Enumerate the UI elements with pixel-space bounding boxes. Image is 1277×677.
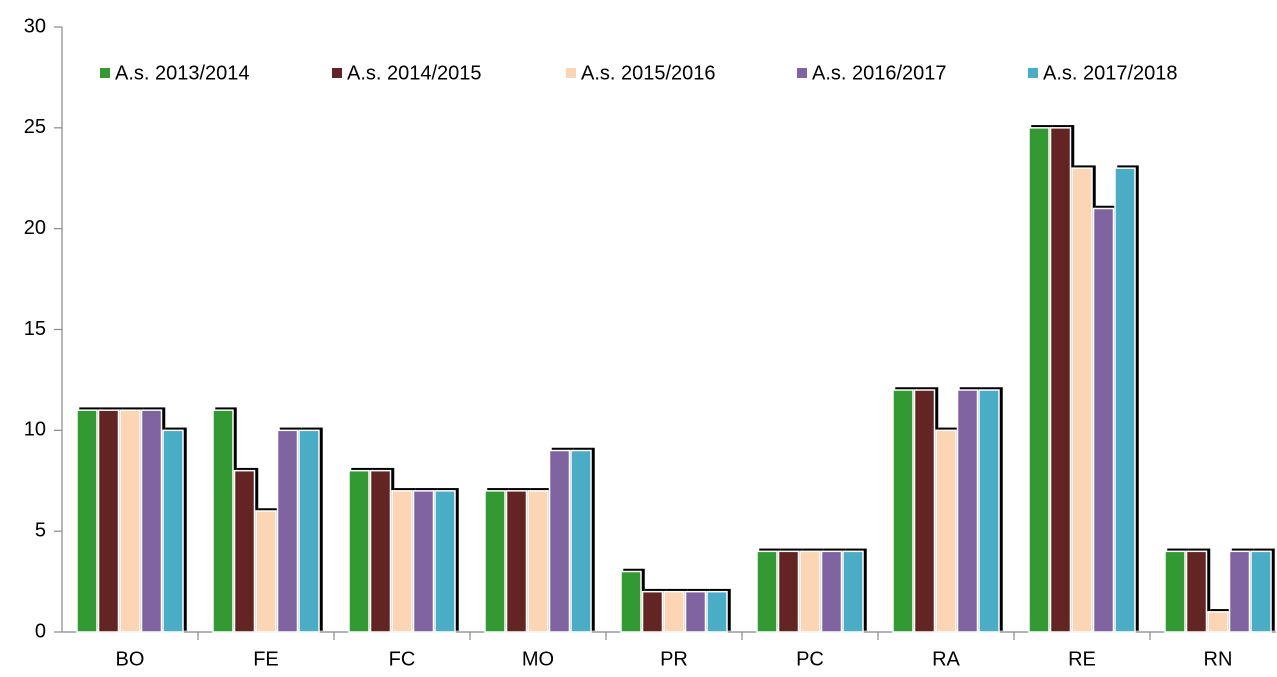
bar <box>527 490 549 633</box>
x-tick-label: BO <box>116 648 145 670</box>
bar <box>97 409 120 633</box>
y-tick-label: 5 <box>35 519 46 541</box>
y-tick-label: 25 <box>24 116 46 138</box>
bar <box>140 409 163 633</box>
bar <box>505 490 528 633</box>
bar <box>1250 550 1272 633</box>
bar <box>756 550 778 633</box>
bar <box>570 449 592 633</box>
bar <box>706 590 728 633</box>
bar <box>276 429 299 633</box>
bar <box>1164 550 1186 633</box>
bar <box>391 490 413 633</box>
bar <box>820 550 843 633</box>
x-tick-label: RN <box>1204 648 1233 670</box>
bar <box>842 550 864 633</box>
y-tick-label: 30 <box>24 15 46 37</box>
bar <box>892 389 914 633</box>
bar <box>369 469 392 633</box>
bar <box>978 389 1000 633</box>
y-tick-label: 20 <box>24 217 46 239</box>
legend-swatch <box>566 68 576 78</box>
legend-label: A.s. 2014/2015 <box>347 62 482 84</box>
bar <box>162 429 184 633</box>
bar <box>1228 550 1251 633</box>
legend-label: A.s. 2015/2016 <box>581 62 716 84</box>
x-tick-label: FC <box>389 648 416 670</box>
bar <box>1114 167 1136 633</box>
bar <box>484 490 506 633</box>
x-tick-label: PC <box>796 648 824 670</box>
y-tick-label: 15 <box>24 318 46 340</box>
x-tick-label: PR <box>660 648 688 670</box>
bar <box>212 409 234 633</box>
bar <box>956 389 979 633</box>
bar <box>348 469 370 633</box>
bar <box>777 550 800 633</box>
bar <box>255 510 277 633</box>
legend-swatch <box>797 68 807 78</box>
legend-swatch <box>1028 68 1038 78</box>
y-tick-label: 10 <box>24 419 46 441</box>
x-tick-label: RA <box>932 648 960 670</box>
bar <box>412 490 435 633</box>
bar <box>548 449 571 633</box>
bar <box>799 550 821 633</box>
x-tick-label: RE <box>1068 648 1096 670</box>
bar <box>233 469 256 633</box>
bar <box>1092 207 1115 633</box>
bar <box>913 389 936 633</box>
x-tick-label: MO <box>522 648 554 670</box>
legend-swatch <box>100 68 110 78</box>
bar <box>1185 550 1208 633</box>
y-tick-label: 0 <box>35 620 46 642</box>
bar <box>1071 167 1093 633</box>
legend-swatch <box>332 68 342 78</box>
bar <box>119 409 141 633</box>
bar <box>663 590 685 633</box>
bar <box>298 429 320 633</box>
legend-label: A.s. 2017/2018 <box>1043 62 1178 84</box>
legend-label: A.s. 2016/2017 <box>812 62 947 84</box>
bar <box>434 490 456 633</box>
bar <box>684 590 707 633</box>
bar <box>1049 127 1072 633</box>
legend-label: A.s. 2013/2014 <box>115 62 250 84</box>
bar <box>1028 127 1050 633</box>
bar <box>620 570 642 633</box>
x-tick-label: FE <box>253 648 279 670</box>
bar <box>76 409 98 633</box>
bar <box>1207 611 1229 633</box>
bar <box>935 429 957 633</box>
bar <box>641 590 664 633</box>
